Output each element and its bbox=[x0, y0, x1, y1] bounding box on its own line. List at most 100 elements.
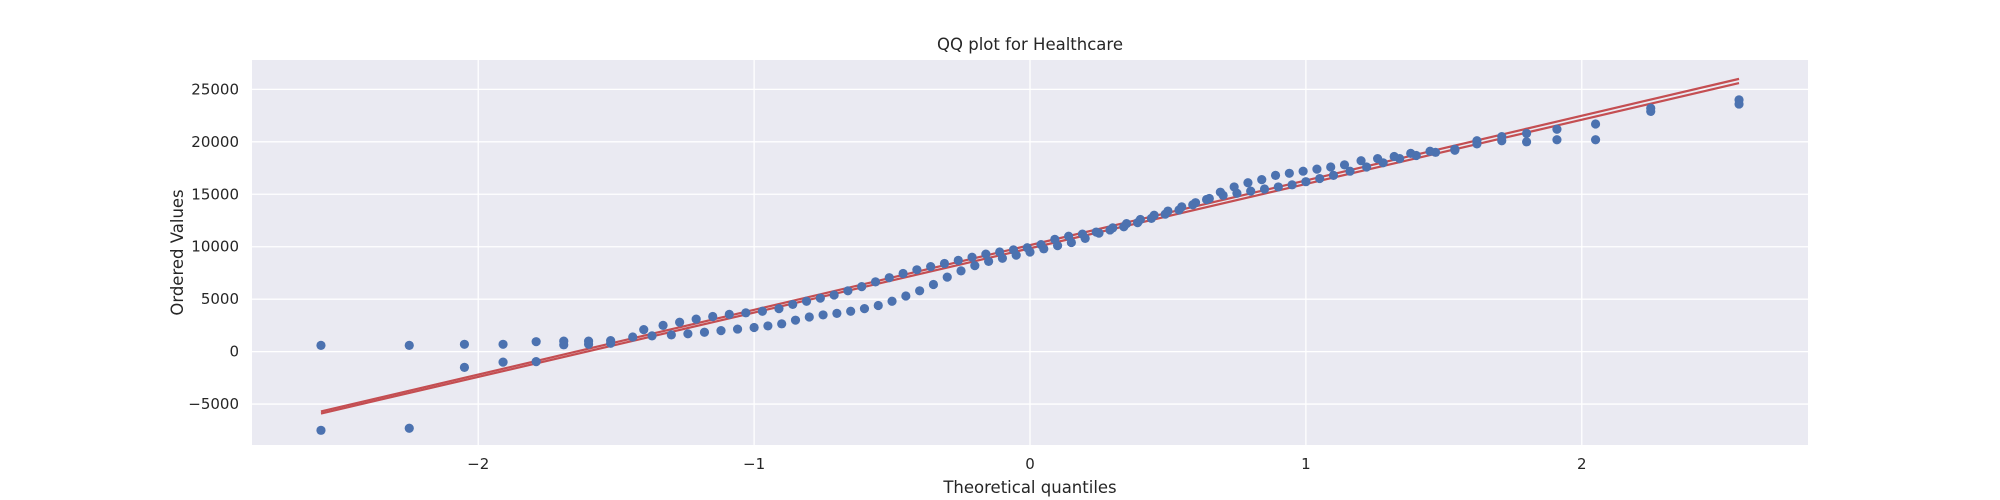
data-point bbox=[1064, 231, 1074, 241]
data-point bbox=[1339, 160, 1350, 170]
data-point bbox=[928, 279, 939, 290]
data-point bbox=[926, 262, 936, 272]
data-point bbox=[498, 357, 508, 367]
data-point bbox=[1312, 164, 1322, 174]
data-point bbox=[1326, 162, 1336, 172]
data-point bbox=[1590, 119, 1601, 129]
x-tick-label: −2 bbox=[467, 455, 489, 473]
data-point bbox=[1259, 184, 1270, 194]
data-point bbox=[757, 306, 767, 316]
data-point bbox=[1105, 225, 1115, 235]
data-point bbox=[939, 258, 950, 269]
data-point bbox=[749, 322, 759, 333]
data-point bbox=[583, 336, 594, 346]
data-point bbox=[790, 315, 801, 325]
data-point bbox=[1646, 103, 1656, 113]
data-point bbox=[639, 325, 649, 335]
data-point bbox=[829, 290, 839, 300]
data-point bbox=[459, 362, 470, 372]
data-point bbox=[901, 291, 911, 301]
data-point bbox=[531, 337, 541, 347]
y-tick-label: 0 bbox=[229, 343, 239, 361]
data-point bbox=[1521, 137, 1532, 147]
data-point bbox=[1590, 135, 1601, 145]
data-point bbox=[763, 321, 773, 331]
data-point bbox=[953, 255, 963, 265]
data-point bbox=[995, 247, 1005, 257]
data-point bbox=[777, 319, 787, 329]
data-point bbox=[732, 324, 743, 334]
data-point bbox=[1301, 177, 1311, 187]
y-axis-title: Ordered Values bbox=[168, 189, 187, 315]
data-point bbox=[1287, 180, 1297, 190]
data-point bbox=[859, 304, 870, 314]
data-point bbox=[316, 425, 326, 435]
data-point bbox=[404, 423, 414, 433]
data-point bbox=[846, 306, 856, 316]
data-point bbox=[1406, 148, 1416, 158]
data-point bbox=[967, 252, 977, 262]
data-point bbox=[647, 331, 657, 341]
data-point bbox=[981, 249, 991, 259]
data-point bbox=[1163, 206, 1173, 216]
data-point bbox=[1521, 128, 1532, 139]
grid-lines bbox=[252, 60, 1808, 445]
y-tick-label: −5000 bbox=[188, 395, 239, 413]
data-point bbox=[708, 311, 718, 322]
data-point bbox=[559, 336, 569, 346]
data-point bbox=[498, 339, 508, 349]
data-point bbox=[1257, 174, 1267, 185]
x-tick-label: −1 bbox=[743, 455, 765, 473]
data-point bbox=[873, 300, 883, 311]
data-point bbox=[1121, 219, 1132, 229]
data-point bbox=[741, 308, 751, 318]
x-tick-label: 0 bbox=[1025, 455, 1035, 473]
data-point bbox=[658, 320, 668, 331]
data-point bbox=[898, 268, 908, 279]
data-point bbox=[884, 273, 894, 283]
data-point bbox=[815, 293, 825, 303]
data-point bbox=[1036, 240, 1046, 250]
data-point bbox=[1552, 135, 1562, 145]
data-point bbox=[804, 312, 814, 322]
data-point bbox=[1472, 136, 1482, 146]
data-point bbox=[531, 357, 541, 367]
data-point bbox=[1008, 245, 1019, 255]
data-points bbox=[316, 95, 1744, 435]
data-point bbox=[666, 330, 676, 340]
data-point bbox=[1273, 182, 1283, 192]
data-point bbox=[724, 309, 734, 319]
data-point bbox=[774, 304, 784, 314]
y-tick-label: 10000 bbox=[191, 238, 239, 256]
data-point bbox=[1149, 210, 1159, 220]
data-point bbox=[1050, 234, 1060, 244]
data-point bbox=[984, 256, 994, 267]
data-point bbox=[459, 339, 470, 349]
data-point bbox=[942, 272, 952, 282]
data-point bbox=[1177, 202, 1187, 212]
y-tick-label: 5000 bbox=[201, 290, 239, 308]
data-point bbox=[1298, 166, 1308, 176]
data-point bbox=[1232, 188, 1242, 198]
data-point bbox=[1450, 144, 1460, 154]
data-point bbox=[857, 281, 867, 292]
data-point bbox=[699, 327, 710, 337]
chart-title: QQ plot for Healthcare bbox=[937, 35, 1123, 54]
data-point bbox=[675, 317, 685, 327]
data-point bbox=[915, 286, 925, 296]
data-point bbox=[716, 326, 726, 336]
data-point bbox=[1345, 166, 1355, 176]
y-tick-label: 15000 bbox=[191, 185, 239, 203]
data-point bbox=[628, 332, 638, 342]
data-point bbox=[1425, 146, 1435, 156]
data-point bbox=[1204, 193, 1214, 204]
x-tick-label: 2 bbox=[1577, 455, 1587, 473]
data-point bbox=[1373, 154, 1383, 164]
data-point bbox=[1270, 170, 1281, 180]
data-point bbox=[870, 277, 881, 287]
data-point bbox=[606, 336, 616, 346]
data-point bbox=[1243, 178, 1253, 188]
data-point bbox=[404, 340, 414, 350]
